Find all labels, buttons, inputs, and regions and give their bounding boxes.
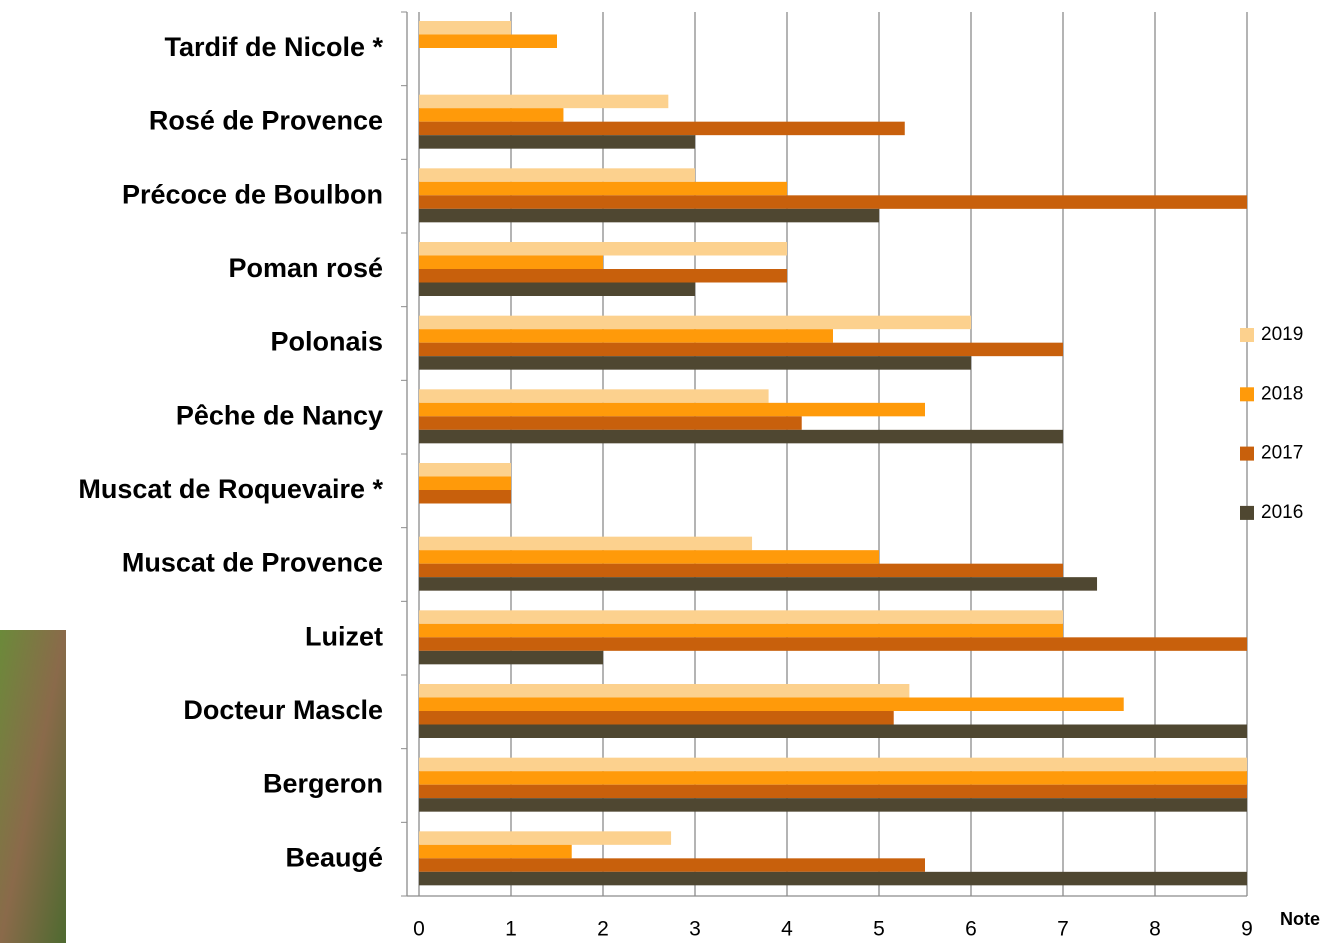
bar bbox=[419, 403, 925, 417]
x-tick-label: 8 bbox=[1149, 918, 1161, 941]
bar bbox=[419, 477, 511, 491]
legend-label: 2016 bbox=[1261, 502, 1303, 523]
bar bbox=[419, 725, 1247, 739]
bar bbox=[419, 21, 511, 35]
legend-swatch bbox=[1240, 447, 1254, 461]
photo-fragment bbox=[0, 630, 66, 943]
bar bbox=[419, 537, 752, 551]
bar bbox=[419, 195, 1247, 209]
bar bbox=[419, 624, 1063, 638]
bar bbox=[419, 651, 603, 665]
bar bbox=[419, 771, 1247, 785]
chart: Note 0 1 2 3 4 5 6 7 8 9 Tardif de Nicole * Rosé de… bbox=[0, 0, 1328, 943]
category-label: Bergeron bbox=[263, 769, 383, 799]
legend-swatch bbox=[1240, 328, 1254, 342]
x-tick-label: 5 bbox=[873, 918, 885, 941]
bar bbox=[419, 416, 802, 430]
bar bbox=[419, 463, 511, 477]
bar bbox=[419, 135, 695, 149]
bar bbox=[419, 242, 787, 256]
bar bbox=[419, 168, 695, 182]
bar bbox=[419, 256, 603, 270]
bar bbox=[419, 95, 668, 109]
category-label: Tardif de Nicole * bbox=[164, 32, 383, 62]
bar bbox=[419, 798, 1247, 812]
category-label: Muscat de Provence bbox=[122, 548, 383, 578]
bar bbox=[419, 698, 1124, 712]
bar bbox=[419, 684, 909, 698]
bar bbox=[419, 637, 1247, 651]
legend-swatch bbox=[1240, 387, 1254, 401]
legend-swatch bbox=[1240, 506, 1254, 520]
category-label: Polonais bbox=[270, 327, 383, 357]
category-label: Précoce de Boulbon bbox=[122, 179, 383, 209]
bar bbox=[419, 356, 971, 370]
x-tick-label: 1 bbox=[505, 918, 517, 941]
x-tick-label: 0 bbox=[413, 918, 425, 941]
bar bbox=[419, 490, 511, 504]
category-label: Pêche de Nancy bbox=[176, 400, 383, 430]
bar bbox=[419, 108, 563, 122]
x-axis-title: Note bbox=[1280, 909, 1320, 929]
bar bbox=[419, 35, 557, 49]
bar bbox=[419, 872, 1247, 886]
legend-label: 2017 bbox=[1261, 443, 1303, 464]
bar bbox=[419, 711, 894, 725]
x-tick-label: 2 bbox=[597, 918, 609, 941]
bar bbox=[419, 283, 695, 297]
legend-label: 2018 bbox=[1261, 383, 1303, 404]
category-label: Luizet bbox=[305, 621, 383, 651]
bar bbox=[419, 329, 833, 343]
bar bbox=[419, 610, 1063, 624]
bar bbox=[419, 122, 905, 135]
bar bbox=[419, 389, 769, 403]
category-label: Muscat de Roquevaire * bbox=[78, 474, 383, 504]
category-label: Poman rosé bbox=[228, 253, 383, 283]
bar bbox=[419, 845, 572, 859]
x-tick-label: 7 bbox=[1057, 918, 1069, 941]
bar bbox=[419, 316, 971, 330]
bar bbox=[419, 758, 1247, 772]
category-label: Beaugé bbox=[285, 842, 383, 872]
x-tick-label: 9 bbox=[1241, 918, 1253, 941]
bar bbox=[419, 858, 925, 872]
x-tick-label: 3 bbox=[689, 918, 701, 941]
bar bbox=[419, 785, 1247, 799]
bar bbox=[419, 269, 787, 283]
legend-label: 2019 bbox=[1261, 324, 1303, 345]
bar bbox=[419, 564, 1063, 578]
bar bbox=[419, 209, 879, 223]
bar bbox=[419, 182, 787, 196]
category-label: Docteur Mascle bbox=[183, 695, 383, 725]
bar bbox=[419, 343, 1063, 357]
x-tick-label: 4 bbox=[781, 918, 793, 941]
bar bbox=[419, 550, 879, 564]
bar bbox=[419, 430, 1063, 444]
bar bbox=[419, 577, 1097, 591]
x-tick-label: 6 bbox=[965, 918, 977, 941]
bar bbox=[419, 831, 671, 845]
category-label: Rosé de Provence bbox=[149, 106, 383, 136]
